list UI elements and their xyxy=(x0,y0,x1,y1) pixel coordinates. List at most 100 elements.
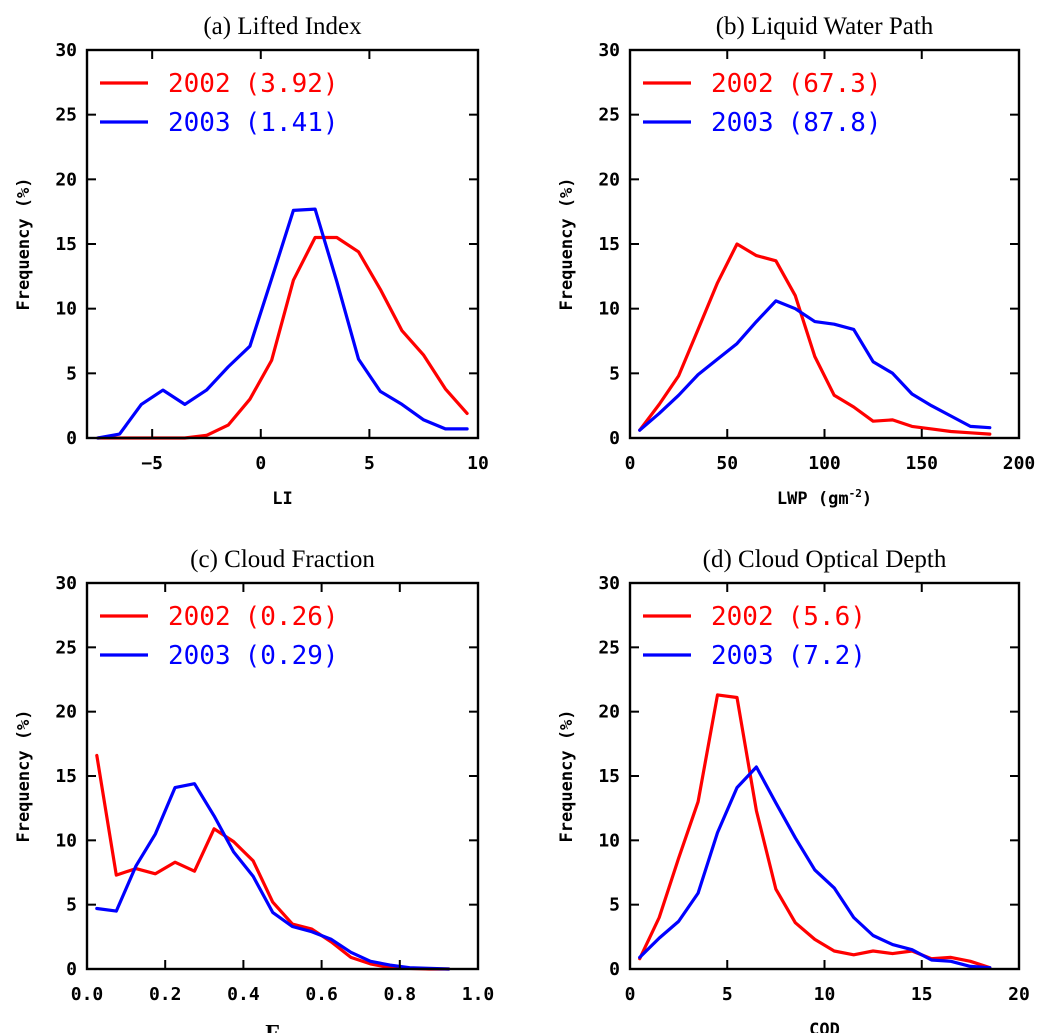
x-tick-label: 0 xyxy=(625,453,636,474)
x-tick-label: 10 xyxy=(814,984,836,1005)
y-tick-label: 15 xyxy=(598,766,620,787)
legend-series-name: 2002 xyxy=(168,69,231,99)
y-tick-label: 30 xyxy=(55,573,77,594)
x-axis-label-text: F xyxy=(265,1021,280,1033)
y-tick-label: 20 xyxy=(598,702,620,723)
y-tick-label: 15 xyxy=(55,766,77,787)
y-axis-label: Frequency (%) xyxy=(14,709,34,842)
y-tick-label: 0 xyxy=(66,959,77,980)
x-tick-label: 150 xyxy=(905,453,938,474)
legend-mean-value: (0.29) xyxy=(245,641,339,671)
y-tick-label: 15 xyxy=(55,234,77,255)
legend-mean-value: (1.41) xyxy=(245,108,339,138)
legend-mean-value: (5.6) xyxy=(788,602,866,632)
x-axis-label: COD xyxy=(809,1020,840,1033)
x-tick-label: 0.6 xyxy=(305,984,338,1005)
panel-title: (c) Cloud Fraction xyxy=(190,546,375,573)
x-tick-label: 5 xyxy=(364,453,375,474)
legend-mean-value: (7.2) xyxy=(788,641,866,671)
y-tick-label: 5 xyxy=(609,363,620,384)
panel-c: (c) Cloud Fraction 0 5 10 15 20 25 30 0.0 0.2 0.4 0… xyxy=(14,546,494,1033)
series-line-2003 xyxy=(638,299,992,432)
x-axis-label-suffix: ) xyxy=(862,489,872,509)
y-axis-label: Frequency (%) xyxy=(557,177,577,310)
y-tick-label: 30 xyxy=(55,40,77,61)
panel-title: (b) Liquid Water Path xyxy=(716,13,934,40)
y-tick-label: 25 xyxy=(55,105,77,126)
x-tick-label: 0 xyxy=(625,984,636,1005)
y-tick-label: 20 xyxy=(55,702,77,723)
series-line-2002 xyxy=(95,753,451,971)
y-tick-label: 10 xyxy=(598,299,620,320)
panel-b: (b) Liquid Water Path 0 5 10 15 20 25 30 0 50 100 1… xyxy=(557,13,1035,509)
y-tick-label: 5 xyxy=(66,895,77,916)
series-line-2002 xyxy=(96,235,469,440)
legend-entry-2003: 2003 (1.41) xyxy=(168,108,339,138)
y-tick-label: 10 xyxy=(598,830,620,851)
legend-entry-2003: 2003 (0.29) xyxy=(168,641,339,671)
y-tick-label: 10 xyxy=(55,299,77,320)
x-axis-label-text: LI xyxy=(272,489,292,509)
x-tick-label: 0.0 xyxy=(71,984,104,1005)
x-tick-label: 0.4 xyxy=(227,984,260,1005)
x-tick-label: 50 xyxy=(716,453,738,474)
y-tick-label: 15 xyxy=(598,234,620,255)
series-line-2003 xyxy=(638,765,992,970)
x-tick-label: 0.2 xyxy=(149,984,182,1005)
y-axis-label: Frequency (%) xyxy=(557,709,577,842)
legend-entry-2002: 2002 (3.92) xyxy=(168,69,339,99)
x-tick-label: 15 xyxy=(911,984,933,1005)
x-axis-label: LI xyxy=(272,489,292,509)
legend-entry-2002: 2002 (0.26) xyxy=(168,602,339,632)
y-tick-label: 30 xyxy=(598,573,620,594)
legend-entry-2002: 2002 (67.3) xyxy=(711,69,882,99)
x-tick-label: 0.8 xyxy=(384,984,417,1005)
x-axis-label: LWP (gm-2) xyxy=(777,487,872,509)
legend-mean-value: (0.26) xyxy=(245,602,339,632)
legend-mean-value: (3.92) xyxy=(245,69,339,99)
panel-d: (d) Cloud Optical Depth 0 5 10 15 20 25 30 0 5 10 1… xyxy=(557,546,1030,1033)
x-tick-label: 10 xyxy=(467,453,489,474)
legend-series-name: 2002 xyxy=(711,69,774,99)
legend-mean-value: (87.8) xyxy=(788,108,882,138)
series-line-2002 xyxy=(638,693,992,970)
series-line-2002 xyxy=(638,242,992,436)
x-axis-label-text: COD xyxy=(809,1020,840,1033)
legend-entry-2002: 2002 (5.6) xyxy=(711,602,866,632)
y-tick-label: 25 xyxy=(55,637,77,658)
y-tick-label: 20 xyxy=(598,169,620,190)
y-tick-label: 5 xyxy=(609,895,620,916)
y-axis-label: Frequency (%) xyxy=(14,177,34,310)
panel-title: (a) Lifted Index xyxy=(203,13,362,40)
legend-series-name: 2002 xyxy=(168,602,231,632)
y-tick-label: 0 xyxy=(66,428,77,449)
legend-series-name: 2003 xyxy=(168,108,231,138)
x-axis-label-superscript: -2 xyxy=(849,487,862,500)
legend-entry-2003: 2003 (7.2) xyxy=(711,641,866,671)
x-tick-label: 1.0 xyxy=(462,984,495,1005)
y-tick-label: 20 xyxy=(55,169,77,190)
legend-series-name: 2003 xyxy=(711,641,774,671)
legend-series-name: 2002 xyxy=(711,602,774,632)
x-tick-label: 100 xyxy=(808,453,841,474)
y-tick-label: 0 xyxy=(609,428,620,449)
panel-a: (a) Lifted Index 0 5 10 15 20 25 30 −5 0 5 10 Freque… xyxy=(14,13,489,509)
y-tick-label: 25 xyxy=(598,105,620,126)
y-tick-label: 5 xyxy=(66,363,77,384)
y-tick-label: 10 xyxy=(55,830,77,851)
series-line-2003 xyxy=(96,207,469,440)
x-tick-label: 0 xyxy=(255,453,266,474)
legend-series-name: 2003 xyxy=(168,641,231,671)
x-axis-label: Fcld xyxy=(265,1021,300,1033)
x-tick-label: 5 xyxy=(722,984,733,1005)
series-line-2003 xyxy=(95,782,451,971)
y-tick-label: 0 xyxy=(609,959,620,980)
x-tick-label: 20 xyxy=(1008,984,1030,1005)
legend-mean-value: (67.3) xyxy=(788,69,882,99)
x-tick-label: 200 xyxy=(1003,453,1036,474)
y-tick-label: 30 xyxy=(598,40,620,61)
y-tick-label: 25 xyxy=(598,637,620,658)
panel-title: (d) Cloud Optical Depth xyxy=(703,546,947,573)
legend-series-name: 2003 xyxy=(711,108,774,138)
